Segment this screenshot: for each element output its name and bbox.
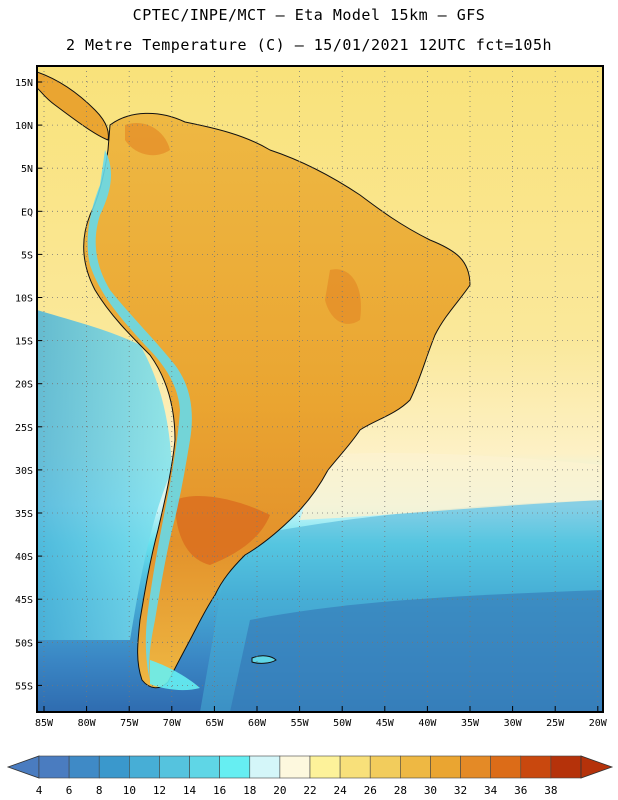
latitude-label: 20S — [15, 380, 33, 391]
legend-swatch — [279, 755, 311, 779]
legend-swatch — [550, 755, 582, 779]
legend-value-label: 26 — [364, 784, 377, 797]
latitude-label: 10N — [15, 121, 33, 132]
andes-cold-strip — [87, 150, 192, 680]
legend-swatch — [189, 755, 220, 779]
legend-swatch — [249, 755, 281, 779]
latitude-label: 10S — [15, 294, 33, 305]
latitude-label: 40S — [15, 552, 33, 563]
latitude-label: 55S — [15, 681, 33, 692]
legend-value-label: 16 — [213, 784, 226, 797]
legend-value-label: 14 — [183, 784, 197, 797]
longitude-label: 75W — [120, 718, 139, 729]
longitude-label: 50W — [333, 718, 352, 729]
legend-swatch — [490, 755, 522, 779]
legend-swatch — [219, 755, 251, 779]
legend-value-label: 30 — [424, 784, 437, 797]
legend-value-label: 8 — [96, 784, 103, 797]
latitude-label: 5N — [21, 164, 33, 175]
longitude-label: 30W — [504, 718, 523, 729]
map-frame — [36, 65, 604, 713]
legend-arrow-low — [6, 755, 40, 779]
central-america-land — [37, 71, 109, 141]
latitude-label: 5S — [21, 250, 33, 261]
legend-swatch — [98, 755, 130, 779]
patagonia-cold-tip — [150, 660, 200, 691]
legend-swatch — [369, 755, 401, 779]
legend-value-label: 22 — [303, 784, 316, 797]
map-field — [37, 66, 603, 712]
south-america-land — [83, 112, 471, 689]
latitude-label: 45S — [15, 595, 33, 606]
argentina-hot-zone — [175, 495, 270, 565]
latitude-label: 15N — [15, 78, 33, 89]
latitude-label: 35S — [15, 509, 33, 520]
legend-swatch — [520, 755, 552, 779]
legend-swatch — [129, 755, 160, 779]
longitude-label: 85W — [35, 718, 54, 729]
pacific-cool-zone — [37, 310, 172, 640]
legend-value-label: 32 — [454, 784, 467, 797]
latitude-label: 25S — [15, 423, 33, 434]
longitude-label: 60W — [248, 718, 267, 729]
longitude-label: 40W — [418, 718, 437, 729]
legend-value-label: 36 — [514, 784, 527, 797]
legend-swatch — [38, 755, 70, 779]
legend-swatch — [400, 755, 431, 779]
brazil-warm-zone — [325, 269, 361, 324]
longitude-label: 55W — [291, 718, 310, 729]
map-subtitle: 2 Metre Temperature (C) – 15/01/2021 12U… — [65, 36, 553, 54]
legend-swatch — [159, 755, 190, 779]
legend-value-label: 38 — [544, 784, 557, 797]
longitude-label: 80W — [78, 718, 97, 729]
longitude-axis: 85W 80W 75W 70W 65W 60W 55W 50W 45W 40W 35W 30W 25W 2… — [35, 718, 608, 729]
latitude-label: 50S — [15, 638, 33, 649]
legend-value-label: 34 — [484, 784, 498, 797]
legend-value-label: 12 — [153, 784, 166, 797]
legend-value-label: 18 — [243, 784, 256, 797]
longitude-label: 20W — [589, 718, 608, 729]
latitude-label: 30S — [15, 466, 33, 477]
latitude-label: 15S — [15, 337, 33, 348]
legend-value-label: 24 — [333, 784, 347, 797]
legend-arrow-high — [580, 755, 614, 779]
legend-swatch — [460, 755, 491, 779]
longitude-label: 35W — [461, 718, 480, 729]
longitude-label: 45W — [376, 718, 395, 729]
legend-value-label: 10 — [123, 784, 136, 797]
legend-value-label: 20 — [273, 784, 286, 797]
color-legend: 4 6 8 10 12 14 16 18 20 22 24 26 28 30 32 34 36 38 — [6, 755, 614, 797]
legend-swatch — [68, 755, 100, 779]
longitude-label: 70W — [163, 718, 182, 729]
map-title: CPTEC/INPE/MCT – Eta Model 15km – GFS — [132, 6, 486, 24]
legend-value-label: 28 — [394, 784, 407, 797]
legend-swatch — [430, 755, 461, 779]
legend-value-label: 6 — [66, 784, 73, 797]
latitude-axis: 15N 10N 5N EQ 5S 10S 15S 20S 25S 30S 35S 40S 45S 50S 5… — [15, 78, 33, 692]
legend-swatch — [339, 755, 371, 779]
atlantic-deep-cold — [230, 590, 603, 712]
longitude-label: 25W — [546, 718, 565, 729]
colombia-warm-zone — [125, 122, 170, 156]
legend-swatch — [309, 755, 341, 779]
longitude-label: 65W — [205, 718, 224, 729]
falkland-islands — [251, 655, 277, 664]
latitude-label: EQ — [21, 207, 33, 218]
legend-value-label: 4 — [36, 784, 43, 797]
